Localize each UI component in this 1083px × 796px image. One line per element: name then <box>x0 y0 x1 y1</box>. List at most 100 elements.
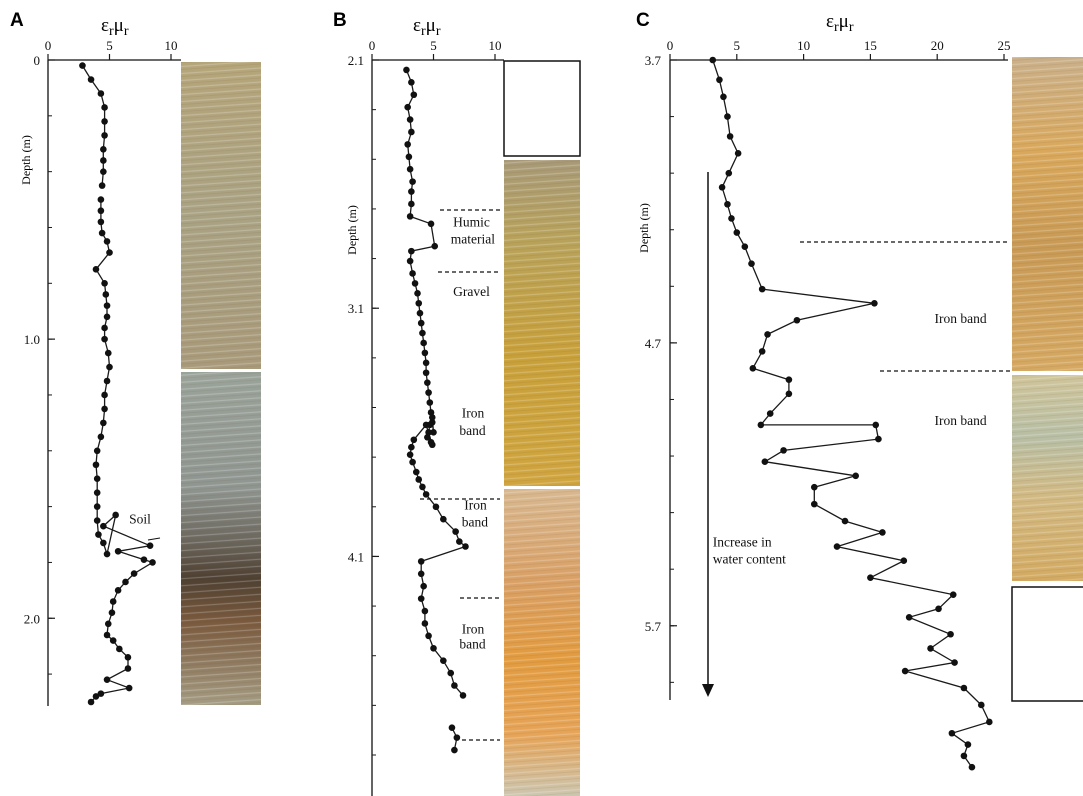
data-point <box>726 133 734 140</box>
data-point <box>448 724 456 731</box>
series-c <box>709 56 993 771</box>
data-point <box>452 528 459 535</box>
data-point <box>116 645 123 653</box>
data-point <box>409 270 416 277</box>
data-point <box>93 517 101 524</box>
y-tick-label: 2.0 <box>24 611 40 626</box>
x-axis-title-b: εrμr <box>413 15 441 39</box>
data-point <box>451 682 458 689</box>
panel-label-c: C <box>636 10 650 31</box>
annotation-label: Iron band <box>935 311 987 326</box>
data-point <box>758 285 766 293</box>
data-point <box>103 313 111 321</box>
x-tick-label: 5 <box>734 38 741 53</box>
data-point <box>417 570 425 578</box>
y-tick-label: 1.0 <box>24 332 40 347</box>
data-point <box>949 591 957 598</box>
y-axis-title-b: Depth (m) <box>345 205 359 255</box>
annotations-a: Soil <box>129 511 161 541</box>
data-point <box>872 421 880 429</box>
data-point <box>112 511 119 519</box>
data-point <box>93 489 101 496</box>
panel-a: A εrμr Depth (m) 0 5 10 0 1.0 2.0 Soil <box>10 10 261 706</box>
x-tick-label: 5 <box>430 38 437 53</box>
annotation-label: Humic <box>453 214 490 229</box>
data-point <box>986 718 993 726</box>
data-point <box>408 247 415 255</box>
data-point <box>101 280 108 287</box>
data-point <box>960 684 968 692</box>
axis-tick-labels-b: 0 5 10 2.1 3.1 4.1 <box>348 38 502 564</box>
annotation-label: Gravel <box>453 284 490 299</box>
data-point <box>103 377 111 385</box>
series-line <box>81 65 106 186</box>
data-point <box>456 538 463 545</box>
data-point <box>785 376 793 383</box>
data-point <box>114 547 122 555</box>
data-point <box>440 657 447 664</box>
data-point <box>424 379 431 386</box>
data-point <box>793 316 801 324</box>
y-tick-label: 2.1 <box>348 53 364 68</box>
data-point <box>430 429 437 436</box>
data-point <box>404 103 411 111</box>
series-line <box>405 69 467 696</box>
data-point <box>97 433 105 441</box>
arrow-head <box>702 684 714 697</box>
data-point <box>403 66 410 74</box>
data-point <box>453 734 461 741</box>
data-point <box>905 613 913 621</box>
data-point <box>440 515 447 523</box>
data-point <box>960 752 968 760</box>
data-point <box>97 218 105 226</box>
annotation-label: band <box>459 423 485 438</box>
data-point <box>425 389 432 396</box>
x-tick-label: 10 <box>489 38 502 53</box>
data-point <box>412 468 420 476</box>
data-point <box>101 324 108 332</box>
data-point <box>867 574 874 581</box>
data-point <box>106 363 113 371</box>
data-point <box>417 558 425 565</box>
data-point <box>93 475 101 482</box>
y-tick-label: 5.7 <box>645 619 662 634</box>
data-point <box>103 631 111 639</box>
data-point <box>408 79 415 86</box>
core-empty-box-c <box>1011 586 1083 702</box>
y-tick-label: 0 <box>34 53 41 68</box>
data-point <box>101 335 108 343</box>
data-point <box>108 609 116 616</box>
data-point <box>406 116 414 123</box>
data-point <box>101 391 108 399</box>
data-point <box>416 309 424 317</box>
data-point <box>101 118 108 125</box>
data-point <box>734 150 742 157</box>
data-point <box>103 302 111 309</box>
data-point <box>100 146 107 153</box>
annotation-label: water content <box>713 552 786 567</box>
data-point <box>764 331 771 338</box>
y-axis-title-a: Depth (m) <box>19 135 33 185</box>
x-tick-label: 5 <box>106 38 113 53</box>
annotation-label: band <box>459 636 485 651</box>
data-point <box>417 319 425 327</box>
data-point <box>124 654 132 661</box>
data-point <box>87 76 95 83</box>
data-point <box>709 56 717 64</box>
data-point <box>427 220 435 228</box>
panel-label-a: A <box>10 10 24 31</box>
data-point <box>426 399 434 406</box>
data-point <box>93 503 101 510</box>
y-tick-label: 3.7 <box>645 53 662 68</box>
data-point <box>408 200 415 208</box>
data-point <box>404 141 411 148</box>
data-point <box>875 435 882 443</box>
annotation-label: Iron <box>462 405 485 420</box>
data-point <box>101 405 108 413</box>
data-point <box>100 419 107 427</box>
data-point <box>733 229 741 236</box>
data-point <box>420 582 427 590</box>
data-point <box>100 539 107 547</box>
data-point <box>102 291 110 298</box>
